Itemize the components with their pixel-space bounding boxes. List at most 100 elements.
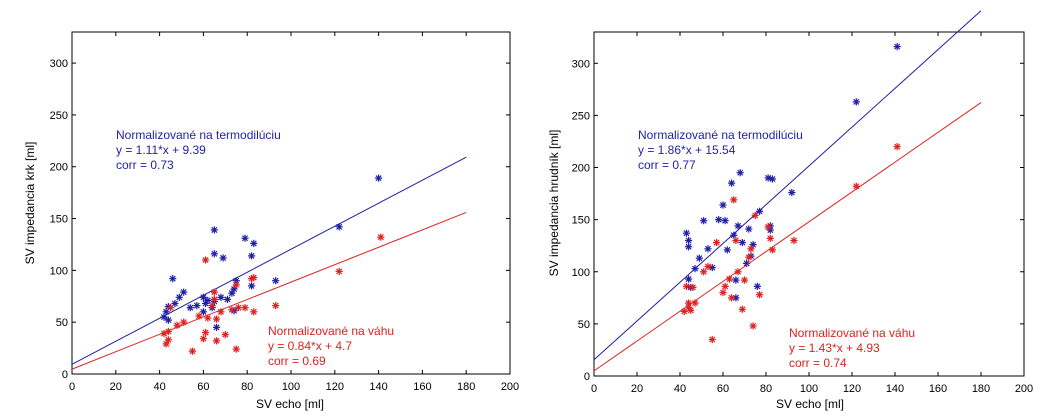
data-point — [210, 288, 218, 296]
fit-line — [593, 102, 982, 372]
data-point — [164, 316, 172, 324]
data-point — [201, 256, 210, 264]
annotation-line: corr = 0.69 — [268, 354, 326, 368]
data-point — [164, 327, 172, 336]
x-tick-label: 0 — [591, 383, 597, 395]
data-point — [250, 239, 258, 248]
x-tick-label: 40 — [674, 383, 686, 395]
x-axis-label: SV echo [ml] — [776, 397, 844, 411]
data-point — [700, 268, 708, 276]
data-point — [377, 233, 385, 241]
data-point — [700, 217, 708, 225]
data-point — [208, 302, 216, 310]
data-point — [725, 275, 734, 283]
data-point — [738, 305, 746, 313]
data-point — [204, 296, 212, 305]
data-point — [682, 229, 691, 237]
annotation-line: corr = 0.74 — [789, 356, 847, 370]
data-point — [188, 347, 197, 355]
data-point — [768, 246, 777, 254]
data-point — [723, 246, 731, 254]
data-point — [732, 276, 740, 284]
data-point — [199, 335, 207, 343]
data-point — [766, 234, 774, 242]
data-point — [745, 253, 753, 261]
annotation-line: Normalizované na váhu — [268, 324, 394, 338]
y-tick-label: 300 — [50, 58, 68, 70]
plot-frame — [593, 31, 1025, 377]
data-point — [736, 169, 744, 177]
annotation-line: corr = 0.77 — [638, 158, 696, 172]
data-point — [250, 308, 258, 316]
data-point — [212, 323, 221, 331]
annotation-line: y = 0.84*x + 4.7 — [268, 339, 352, 353]
data-point — [751, 211, 759, 220]
data-point — [221, 331, 229, 339]
x-tick-label: 80 — [241, 381, 253, 393]
data-point — [173, 321, 181, 329]
data-point — [685, 236, 693, 245]
data-point — [232, 345, 240, 353]
x-tick-label: 120 — [843, 383, 861, 395]
data-point — [272, 302, 280, 310]
x-tick-label: 160 — [929, 383, 947, 395]
x-tick-label: 0 — [69, 381, 75, 393]
data-point — [764, 223, 772, 231]
chart-left: SV impedancia krk [ml] SV echo [ml] 0 20 4… — [23, 31, 519, 411]
data-point — [193, 302, 201, 310]
data-point — [217, 308, 225, 316]
data-point — [721, 217, 729, 225]
data-point — [738, 238, 746, 247]
data-point — [210, 295, 218, 303]
data-point — [708, 263, 716, 272]
data-point — [335, 223, 343, 231]
data-point — [734, 268, 742, 276]
x-tick-label: 180 — [972, 383, 990, 395]
y-tick-label: 250 — [572, 110, 590, 122]
data-point — [210, 250, 218, 258]
y-tick-label: 100 — [50, 265, 68, 277]
x-tick-label: 100 — [800, 383, 818, 395]
data-point — [199, 293, 207, 301]
data-point — [753, 282, 761, 290]
data-point — [241, 234, 249, 242]
data-point — [704, 262, 712, 271]
data-point — [734, 222, 742, 230]
data-point — [691, 299, 699, 307]
data-point — [212, 315, 221, 323]
y-tick-label: 150 — [572, 215, 590, 227]
data-point — [228, 306, 236, 314]
x-tick-label: 180 — [457, 381, 475, 393]
data-point — [708, 335, 716, 344]
data-point — [164, 336, 172, 344]
data-point — [180, 318, 188, 326]
data-point — [691, 265, 699, 273]
plot-frame — [71, 31, 511, 375]
annotation-line: Normalizované na váhu — [789, 326, 915, 340]
x-tick-label: 140 — [886, 383, 904, 395]
data-point — [764, 174, 772, 182]
y-tick-label: 250 — [50, 110, 68, 122]
data-point — [788, 188, 796, 197]
x-axis-label: SV echo [ml] — [256, 397, 324, 411]
data-point — [732, 236, 740, 245]
data-point — [247, 252, 256, 260]
data-point — [715, 216, 723, 224]
x-tick-label: 80 — [760, 383, 772, 395]
chart-right: SV impedancia hrudník [ml] SV echo [ml] … — [547, 10, 1033, 411]
annotation-line: Normalizované na termodilúciu — [116, 128, 281, 142]
data-point — [204, 314, 212, 322]
data-point — [247, 282, 256, 290]
annotation-line: Normalizované na termodilúciu — [638, 128, 803, 142]
fit-line — [71, 211, 467, 370]
fit-line — [593, 10, 982, 361]
data-point — [217, 293, 225, 301]
data-point — [719, 201, 727, 209]
data-point — [893, 42, 901, 51]
data-point — [721, 282, 729, 290]
data-point — [219, 254, 227, 262]
y-tick-label: 100 — [572, 267, 590, 279]
data-point — [768, 175, 777, 183]
annotation-line: y = 1.11*x + 9.39 — [116, 143, 206, 157]
data-point — [685, 243, 693, 251]
